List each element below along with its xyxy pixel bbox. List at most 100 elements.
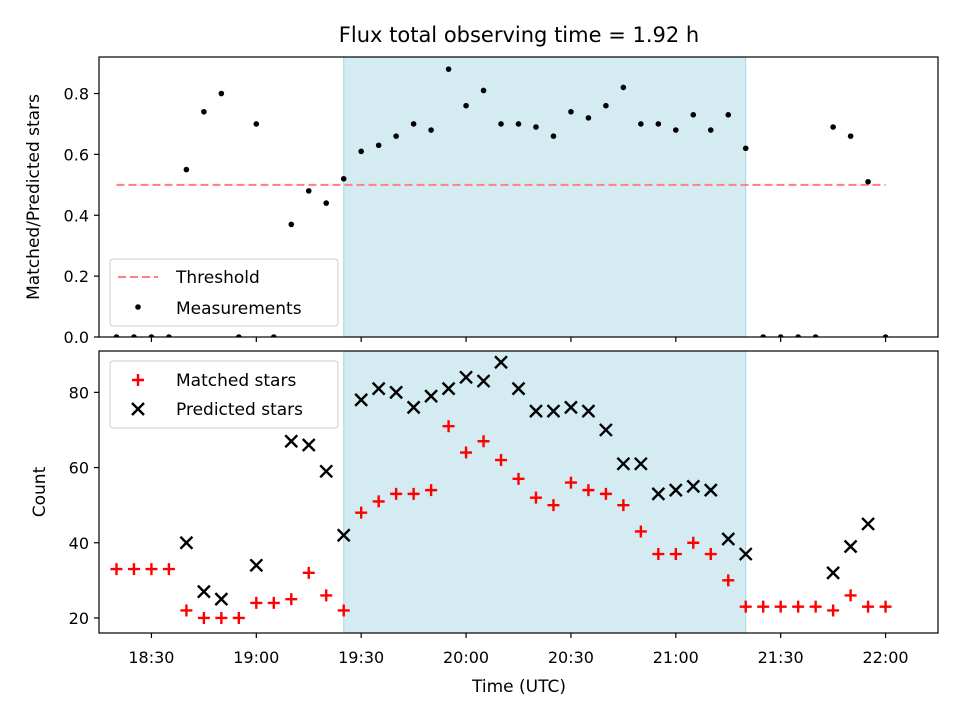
predicted-stars-point <box>476 374 491 388</box>
bottom-y-tick-label: 20 <box>69 609 89 628</box>
predicted-stars-point <box>249 558 264 573</box>
matched-stars-point <box>669 548 682 561</box>
matched-stars-point <box>704 548 717 561</box>
top-legend: Threshold Measurements <box>109 258 339 327</box>
count-plot: 20 40 60 80 18:30 19:00 19:30 20:00 20:30 21:00 21… <box>69 350 939 667</box>
matched-stars-point <box>477 435 490 448</box>
matched-stars-point <box>442 420 455 433</box>
matched-stars-point <box>722 574 735 587</box>
predicted-stars-point <box>529 404 543 419</box>
matched-stars-point <box>267 596 280 609</box>
measurements-point <box>183 166 190 173</box>
measurements-point <box>480 87 487 94</box>
predicted-stars-point <box>703 483 718 497</box>
top-frame <box>98 56 939 338</box>
matched-stars-point <box>564 476 577 489</box>
matched-stars-point <box>582 484 595 497</box>
predicted-stars-point <box>581 404 596 419</box>
measurements-point <box>148 334 155 337</box>
matched-stars-point <box>372 495 385 508</box>
x-axis-label: Time (UTC) <box>471 677 566 697</box>
measurements-point <box>655 121 662 127</box>
predicted-stars-point <box>494 355 508 370</box>
predicted-stars-point <box>424 389 438 403</box>
measurements-point <box>113 334 120 337</box>
measurements-point <box>638 121 644 127</box>
matched-stars-point <box>110 563 123 576</box>
measurements-point <box>830 124 836 130</box>
legend-matched-swatch <box>132 374 144 386</box>
predicted-stars-point <box>599 423 613 437</box>
bottom-legend: Matched stars Predicted stars <box>109 360 339 429</box>
predicted-stars-point <box>616 456 631 471</box>
predicted-stars-point <box>843 539 858 554</box>
bottom-shaded-interval <box>343 351 746 633</box>
top-y-tick-label: 0.4 <box>64 206 89 225</box>
matched-stars-point <box>285 593 298 606</box>
predicted-stars-point <box>668 483 683 497</box>
matched-stars-point <box>809 600 822 613</box>
legend-measurements-swatch <box>135 304 141 310</box>
x-tick-label: 19:00 <box>233 648 279 667</box>
predicted-stars-point <box>686 479 701 494</box>
top-legend-box <box>109 258 339 327</box>
bottom-y-axis-label: Count <box>30 466 50 517</box>
matched-stars-point <box>250 596 263 609</box>
legend-threshold-label: Threshold <box>175 268 260 288</box>
measurements-point <box>323 200 330 206</box>
bottom-y-tick-label: 60 <box>69 459 89 478</box>
measurements-point <box>218 90 225 97</box>
measurements-point <box>340 175 347 182</box>
measurements-point <box>882 334 889 337</box>
measurements-point <box>777 334 784 337</box>
predicted-stars-point <box>336 528 351 543</box>
measurements-point <box>410 121 417 127</box>
top-y-tick-label: 0.6 <box>64 145 89 164</box>
predicted-stars-point <box>511 381 526 396</box>
measurements-point <box>253 121 260 127</box>
top-y-tick-label: 0.8 <box>64 85 89 104</box>
x-tick-label: 20:00 <box>443 648 489 667</box>
measurements-point <box>568 108 574 115</box>
matched-stars-point <box>215 611 228 624</box>
matched-stars-point <box>634 525 647 538</box>
matched-stars-point <box>390 487 403 500</box>
measurements-point <box>533 124 539 130</box>
predicted-stars-point <box>634 456 648 471</box>
measurements-point <box>707 127 714 133</box>
matched-stars-point <box>792 600 805 613</box>
ratio-plot: 0.0 0.2 0.4 0.6 0.8 Threshold Measurements <box>64 56 939 347</box>
x-tick-label: 21:30 <box>758 648 804 667</box>
measurements-point <box>498 121 504 127</box>
matched-stars-point <box>302 566 315 579</box>
matched-stars-point <box>512 472 525 485</box>
measurements-point <box>812 334 819 337</box>
measurements-point <box>760 334 767 337</box>
predicted-stars-point <box>389 385 403 400</box>
top-shaded-interval <box>343 57 746 337</box>
matched-stars-point <box>495 454 508 467</box>
matched-stars-point <box>232 611 245 624</box>
matched-stars-point <box>652 548 665 561</box>
predicted-stars-point <box>738 547 753 561</box>
matched-stars-point <box>197 611 210 624</box>
measurements-point <box>603 102 609 109</box>
measurements-point <box>445 66 452 72</box>
measurements-point <box>742 145 749 152</box>
matched-stars-point <box>617 499 630 512</box>
predicted-stars-point <box>406 400 421 415</box>
bottom-y-tick-label: 40 <box>69 534 89 553</box>
matched-stars-point <box>355 506 368 519</box>
predicted-stars-point <box>826 565 840 580</box>
matched-stars-point <box>739 600 752 613</box>
predicted-stars-point <box>371 381 386 396</box>
predicted-stars-point <box>861 517 875 531</box>
measurements-point <box>725 112 732 118</box>
measurements-point <box>131 334 137 337</box>
bottom-frame <box>98 350 939 634</box>
matched-stars-point <box>599 487 612 500</box>
x-tick-label: 22:00 <box>863 648 909 667</box>
predicted-stars-point <box>301 438 316 452</box>
measurements-point <box>585 115 592 121</box>
